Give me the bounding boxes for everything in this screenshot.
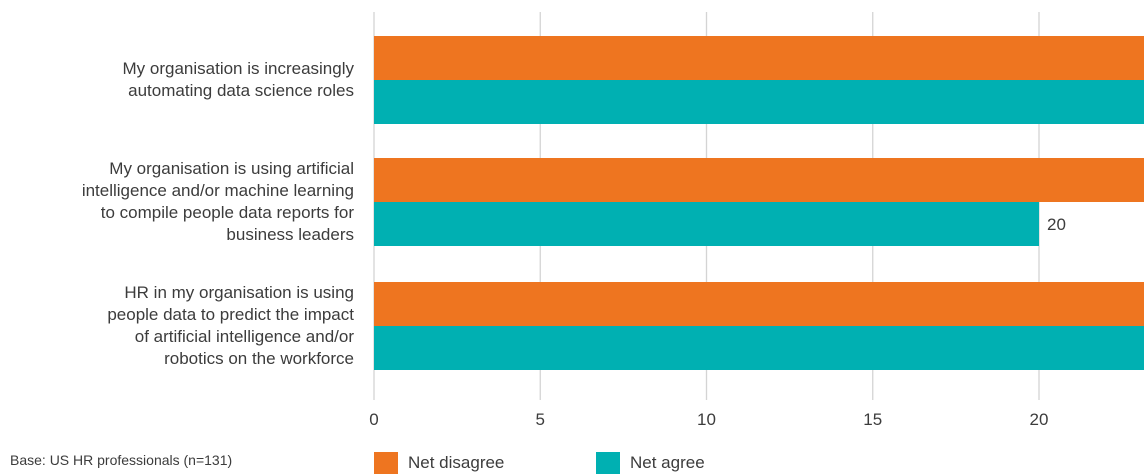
bar-net-agree-2 [374,202,1039,246]
legend-swatch [374,452,398,474]
category-label-line: My organisation is increasingly [122,59,355,78]
legend-item-net-disagree: Net disagree [374,452,504,474]
legend-item-net-agree: Net agree [596,452,705,474]
x-tick-label-10: 10 [697,410,716,429]
x-tick-label-5: 5 [536,410,545,429]
category-label-line: intelligence and/or machine learning [81,181,354,200]
category-label-line: automating data science roles [128,81,354,100]
category-label-2: My organisation is using artificial intel… [0,158,354,246]
legend-label: Net agree [630,453,705,472]
bar-net-agree-1 [374,80,1144,124]
category-label-line: of artificial intelligence and/or [134,327,354,346]
legend-label: Net disagree [408,453,505,472]
category-label-line: HR in my organisation is using [124,283,354,302]
legend-swatch [596,452,620,474]
bar-net-agree-3 [374,326,1144,370]
category-label-line: My organisation is using artificial [109,159,354,178]
x-tick-label-0: 0 [369,410,378,429]
value-label-net-agree-2: 20 [1047,215,1066,234]
x-tick-label-20: 20 [1030,410,1049,429]
x-tick-label-15: 15 [863,410,882,429]
base-footnote: Base: US HR professionals (n=131) [10,452,233,468]
category-label-line: robotics on the workforce [164,349,354,368]
category-label-line: people data to predict the impact [107,305,354,324]
bar-net-disagree-1 [374,36,1144,80]
category-label-line: to compile people data reports for [100,203,354,222]
category-label-1: My organisation is increasingly automatin… [0,58,355,102]
bar-net-disagree-2 [374,158,1144,202]
bar-net-disagree-3 [374,282,1144,326]
category-label-line: business leaders [226,225,354,244]
category-label-3: HR in my organisation is using people dat… [0,282,354,370]
